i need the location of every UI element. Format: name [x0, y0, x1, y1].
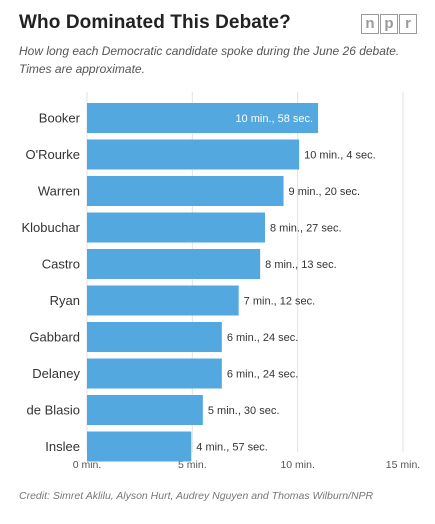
value-label: 8 min., 27 sec. — [270, 223, 342, 235]
subtitle-line-2: Times are approximate. — [19, 62, 145, 76]
category-label: O'Rourke — [25, 147, 80, 162]
value-label: 5 min., 30 sec. — [208, 405, 280, 417]
value-label: 10 min., 58 sec. — [235, 113, 313, 125]
bar — [87, 139, 300, 170]
category-label: Ryan — [50, 293, 80, 308]
value-label: 6 min., 24 sec. — [227, 332, 299, 344]
bar — [87, 212, 266, 243]
value-label: 7 min., 12 sec. — [244, 296, 316, 308]
subtitle-line-1: How long each Democratic candidate spoke… — [19, 44, 400, 58]
category-label: de Blasio — [27, 403, 80, 418]
bar — [87, 431, 192, 462]
bar — [87, 285, 239, 316]
category-label: Klobuchar — [21, 220, 80, 235]
chart-subtitle: How long each Democratic candidate spoke… — [19, 42, 419, 78]
chart-credit: Credit: Simret Aklilu, Alyson Hurt, Audr… — [19, 490, 374, 502]
x-tick-label: 15 min. — [386, 459, 420, 471]
value-label: 6 min., 24 sec. — [227, 369, 299, 381]
chart-title: Who Dominated This Debate? — [19, 12, 291, 33]
bar — [87, 358, 222, 389]
npr-logo-letter-p: p — [380, 14, 398, 34]
x-tick-label: 5 min. — [178, 459, 207, 471]
bar — [87, 322, 222, 352]
bar — [87, 249, 261, 279]
category-label: Gabbard — [29, 330, 80, 345]
value-label: 10 min., 4 sec. — [304, 150, 376, 162]
value-label: 4 min., 57 sec. — [196, 442, 268, 454]
bar — [87, 176, 284, 206]
value-label: 8 min., 13 sec. — [265, 259, 337, 271]
npr-logo: n p r — [361, 14, 417, 34]
category-label: Warren — [38, 184, 80, 199]
x-tick-label: 0 min. — [73, 459, 102, 471]
x-tick-label: 10 min. — [280, 459, 314, 471]
category-label: Inslee — [45, 439, 80, 454]
npr-logo-letter-r: r — [399, 14, 417, 34]
npr-logo-letter-n: n — [361, 14, 379, 34]
bar — [87, 103, 319, 133]
category-label: Delaney — [32, 366, 80, 381]
value-label: 9 min., 20 sec. — [289, 186, 361, 198]
bar — [87, 395, 203, 425]
category-label: Castro — [42, 257, 80, 272]
category-label: Booker — [39, 111, 81, 126]
